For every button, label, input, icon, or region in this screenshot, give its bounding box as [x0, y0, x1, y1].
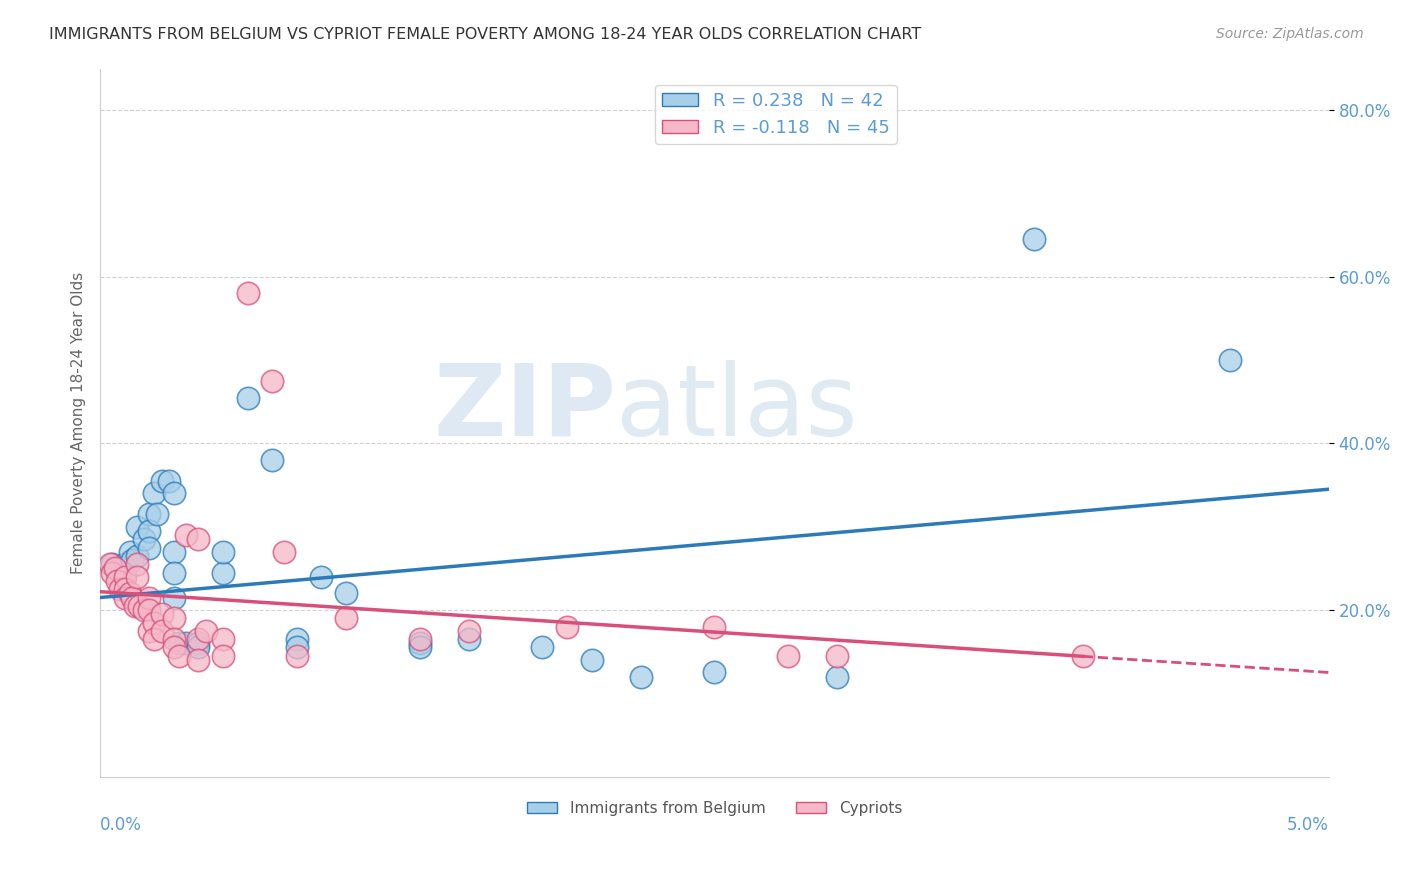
Text: IMMIGRANTS FROM BELGIUM VS CYPRIOT FEMALE POVERTY AMONG 18-24 YEAR OLDS CORRELAT: IMMIGRANTS FROM BELGIUM VS CYPRIOT FEMAL…	[49, 27, 921, 42]
Point	[703, 620, 725, 634]
Point	[157, 474, 180, 488]
Point	[163, 566, 186, 580]
Point	[212, 544, 235, 558]
Text: atlas: atlas	[616, 359, 858, 457]
Point	[581, 653, 603, 667]
Point	[138, 541, 160, 555]
Point	[335, 586, 357, 600]
Text: 5.0%: 5.0%	[1286, 815, 1329, 833]
Point	[187, 636, 209, 650]
Point	[125, 549, 148, 563]
Point	[143, 615, 166, 630]
Point	[167, 636, 190, 650]
Point	[778, 648, 800, 663]
Point	[138, 591, 160, 605]
Point	[1071, 648, 1094, 663]
Point	[163, 591, 186, 605]
Point	[174, 636, 197, 650]
Point	[187, 532, 209, 546]
Point	[285, 632, 308, 647]
Point	[143, 632, 166, 647]
Point	[531, 640, 554, 655]
Point	[105, 566, 128, 580]
Point	[128, 599, 150, 613]
Point	[236, 286, 259, 301]
Point	[143, 486, 166, 500]
Point	[114, 558, 136, 572]
Point	[163, 486, 186, 500]
Point	[114, 570, 136, 584]
Point	[138, 603, 160, 617]
Point	[703, 665, 725, 680]
Point	[212, 648, 235, 663]
Point	[105, 574, 128, 588]
Point	[273, 544, 295, 558]
Point	[163, 632, 186, 647]
Point	[121, 591, 143, 605]
Point	[163, 611, 186, 625]
Point	[101, 566, 124, 580]
Point	[114, 566, 136, 580]
Point	[262, 374, 284, 388]
Point	[138, 524, 160, 538]
Point	[311, 570, 333, 584]
Point	[457, 624, 479, 638]
Point	[150, 607, 173, 622]
Point	[408, 632, 430, 647]
Point	[118, 586, 141, 600]
Point	[150, 624, 173, 638]
Point	[145, 507, 167, 521]
Point	[187, 632, 209, 647]
Point	[212, 632, 235, 647]
Text: Source: ZipAtlas.com: Source: ZipAtlas.com	[1216, 27, 1364, 41]
Legend: Immigrants from Belgium, Cypriots: Immigrants from Belgium, Cypriots	[520, 795, 908, 822]
Point	[630, 670, 652, 684]
Point	[827, 670, 849, 684]
Point	[285, 640, 308, 655]
Point	[108, 582, 131, 597]
Point	[114, 591, 136, 605]
Point	[101, 558, 124, 572]
Point	[236, 391, 259, 405]
Point	[124, 599, 146, 613]
Point	[138, 624, 160, 638]
Point	[134, 603, 156, 617]
Point	[285, 648, 308, 663]
Point	[1022, 232, 1045, 246]
Point	[174, 528, 197, 542]
Point	[134, 532, 156, 546]
Point	[555, 620, 578, 634]
Point	[167, 648, 190, 663]
Point	[187, 653, 209, 667]
Point	[187, 640, 209, 655]
Y-axis label: Female Poverty Among 18-24 Year Olds: Female Poverty Among 18-24 Year Olds	[72, 271, 86, 574]
Point	[262, 453, 284, 467]
Point	[138, 507, 160, 521]
Point	[125, 570, 148, 584]
Point	[118, 544, 141, 558]
Point	[163, 640, 186, 655]
Text: 0.0%: 0.0%	[100, 815, 142, 833]
Text: ZIP: ZIP	[433, 359, 616, 457]
Point	[125, 519, 148, 533]
Point	[1219, 353, 1241, 368]
Point	[150, 474, 173, 488]
Point	[212, 566, 235, 580]
Point	[457, 632, 479, 647]
Point	[98, 558, 121, 572]
Point	[163, 544, 186, 558]
Point	[121, 553, 143, 567]
Point	[194, 624, 217, 638]
Point	[125, 558, 148, 572]
Point	[335, 611, 357, 625]
Point	[408, 640, 430, 655]
Point	[827, 648, 849, 663]
Point	[408, 636, 430, 650]
Point	[114, 582, 136, 597]
Point	[104, 561, 127, 575]
